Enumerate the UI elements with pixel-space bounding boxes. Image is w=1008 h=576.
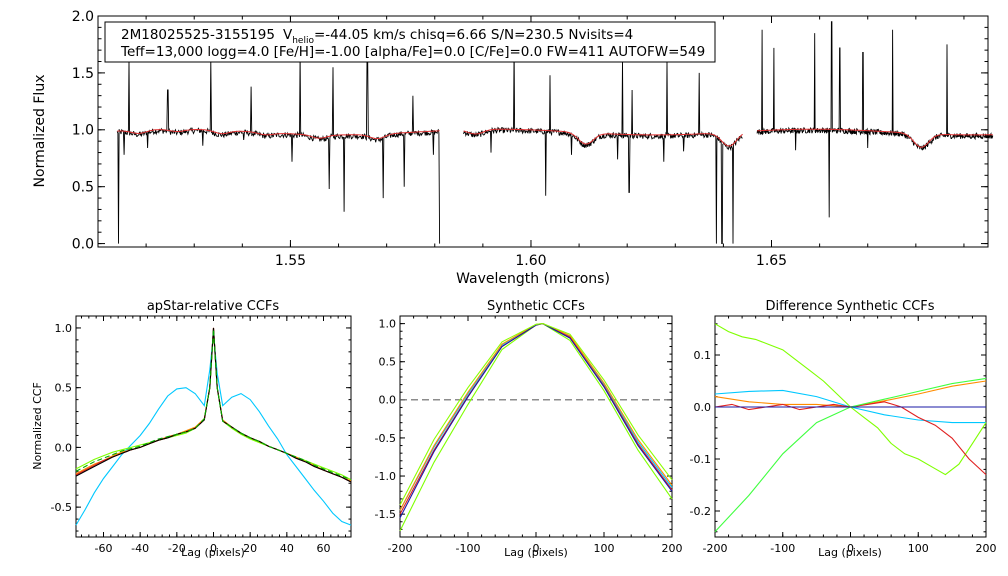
spectrum-axes-frame <box>97 15 989 248</box>
observed-spectrum-chip-3 <box>756 21 994 218</box>
x-tick-label: 20 <box>243 542 257 555</box>
info-v-symbol: V <box>283 27 293 43</box>
synthetic-ccf-title: Synthetic CCFs <box>487 299 585 314</box>
x-tick-label: 200 <box>662 542 683 555</box>
y-tick-label: 0.5 <box>379 356 397 369</box>
info-box-frame <box>104 21 716 63</box>
x-tick-label: 1.65 <box>756 253 787 269</box>
series-line-visit-5 <box>399 323 673 506</box>
x-tick-label: -20 <box>168 542 186 555</box>
difference-ccf-panel: -200 -100 0 100 200 -0.2 -0.1 0.0 0.1 Difference… <box>690 299 997 559</box>
y-tick-label: 1.0 <box>55 322 73 335</box>
model-spectrum-chip-2 <box>463 128 743 147</box>
y-tick-label: -0.5 <box>375 432 396 445</box>
y-tick-label: 0.0 <box>379 394 397 407</box>
series-line-model <box>75 329 352 481</box>
info-line-1: 2M18025525-3155195 Vhelio=-44.05 km/s chi… <box>121 27 633 46</box>
info-line-2: Teff=13,000 logg=4.0 [Fe/H]=-1.00 [alpha… <box>120 44 705 60</box>
y-tick-label: -1.0 <box>375 470 396 483</box>
series-line-visit-5 <box>714 377 987 533</box>
x-tick-label: 1.55 <box>275 253 306 269</box>
series-line-visit-1 <box>399 323 673 511</box>
y-tick-label: 0.0 <box>694 401 712 414</box>
x-tick-label: 100 <box>594 542 615 555</box>
spectrum-y-label: Normalized Flux <box>32 75 48 188</box>
x-tick-label: 0 <box>533 542 540 555</box>
series-line-combined <box>75 327 352 483</box>
series-line-visit-4 <box>399 323 673 515</box>
series-line-visit-3 <box>399 323 673 511</box>
y-tick-label: 0.0 <box>72 236 94 252</box>
apstar-ccf-axes-frame <box>75 315 352 538</box>
y-tick-label: 1.0 <box>379 317 397 330</box>
x-tick-label: -200 <box>703 542 728 555</box>
y-tick-label: 0.5 <box>55 382 73 395</box>
x-tick-label: 1.60 <box>515 253 546 269</box>
series-line-visit-2 <box>75 330 352 481</box>
difference-ccf-axes-frame <box>714 315 987 538</box>
series-line-visit-4 <box>714 401 987 476</box>
info-v-subscript: helio <box>292 36 314 46</box>
info-star-id: 2M18025525-3155195 <box>121 27 275 43</box>
x-tick-label: 60 <box>317 542 331 555</box>
y-tick-label: 2.0 <box>72 9 94 25</box>
y-tick-label: 0.5 <box>72 180 94 196</box>
y-tick-label: 1.5 <box>72 66 94 82</box>
y-tick-label: -0.1 <box>690 453 711 466</box>
apstar-ccf-panel: -60 -40 -20 0 20 40 60 -0.5 0.0 0.5 1.0 apStar-rel… <box>31 299 352 559</box>
x-tick-label: 200 <box>976 542 997 555</box>
spectrum-x-label: Wavelength (microns) <box>456 271 610 287</box>
apstar-ccf-title: apStar-relative CCFs <box>147 299 280 314</box>
info-line-1-rest: =-44.05 km/s chisq=6.66 S/N=230.5 Nvisit… <box>314 27 633 43</box>
model-spectrum-chip-1 <box>117 129 440 140</box>
x-tick-label: -100 <box>456 542 481 555</box>
x-tick-label: -40 <box>131 542 149 555</box>
synthetic-ccf-panel: -200 -100 0 100 200 -1.5 -1.0 -0.5 0.0 0.5 1.0 Syn… <box>375 299 683 559</box>
series-line-visit-4 <box>75 327 352 483</box>
apstar-ccf-y-label: Normalized CCF <box>31 382 44 470</box>
observed-spectrum-chip-1 <box>116 52 441 244</box>
x-tick-label: -100 <box>770 542 795 555</box>
series-line-visit-3 <box>75 327 352 482</box>
y-tick-label: 0.0 <box>55 441 73 454</box>
spectrum-panel: 1.55 1.60 1.65 0.0 0.5 1.0 1.5 2.0 Wavelength (… <box>32 9 994 287</box>
x-tick-label: -60 <box>95 542 113 555</box>
apstar-ccf-x-label: Lag (pixels) <box>181 546 245 559</box>
series-line-visit-2 <box>714 323 987 476</box>
synthetic-ccf-x-label: Lag (pixels) <box>504 546 568 559</box>
y-tick-label: -0.2 <box>690 505 711 518</box>
series-line-combined <box>399 323 673 519</box>
info-box: 2M18025525-3155195 Vhelio=-44.05 km/s chi… <box>104 21 716 63</box>
y-tick-label: 1.0 <box>72 123 94 139</box>
synthetic-ccf-axes-frame <box>399 315 673 538</box>
y-tick-label: -1.5 <box>375 508 396 521</box>
x-tick-label: 100 <box>908 542 929 555</box>
difference-ccf-title: Difference Synthetic CCFs <box>765 299 934 314</box>
observed-spectrum-chip-2 <box>463 44 743 245</box>
y-tick-label: -0.5 <box>51 501 72 514</box>
x-tick-label: 40 <box>280 542 294 555</box>
series-line-visit-1 <box>75 333 352 526</box>
difference-ccf-x-label: Lag (pixels) <box>818 546 882 559</box>
x-tick-label: -200 <box>388 542 413 555</box>
y-tick-label: 0.1 <box>694 349 712 362</box>
x-tick-label: 0 <box>210 542 217 555</box>
x-tick-label: 0 <box>847 542 854 555</box>
model-spectrum-chip-3 <box>757 128 993 148</box>
